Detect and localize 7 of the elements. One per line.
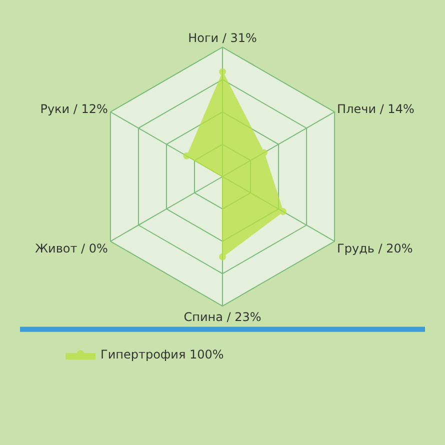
spoke-label: Ноги / 31%	[188, 30, 257, 45]
spoke-label: Живот / 0%	[35, 241, 108, 256]
spoke-label: Руки / 12%	[40, 102, 108, 116]
spoke-label: Спина / 23%	[184, 310, 262, 324]
legend-label: Гипертрофия 100%	[100, 347, 224, 362]
spoke-label: Грудь / 20%	[337, 241, 413, 256]
spoke-label: Плечи / 14%	[337, 102, 414, 116]
